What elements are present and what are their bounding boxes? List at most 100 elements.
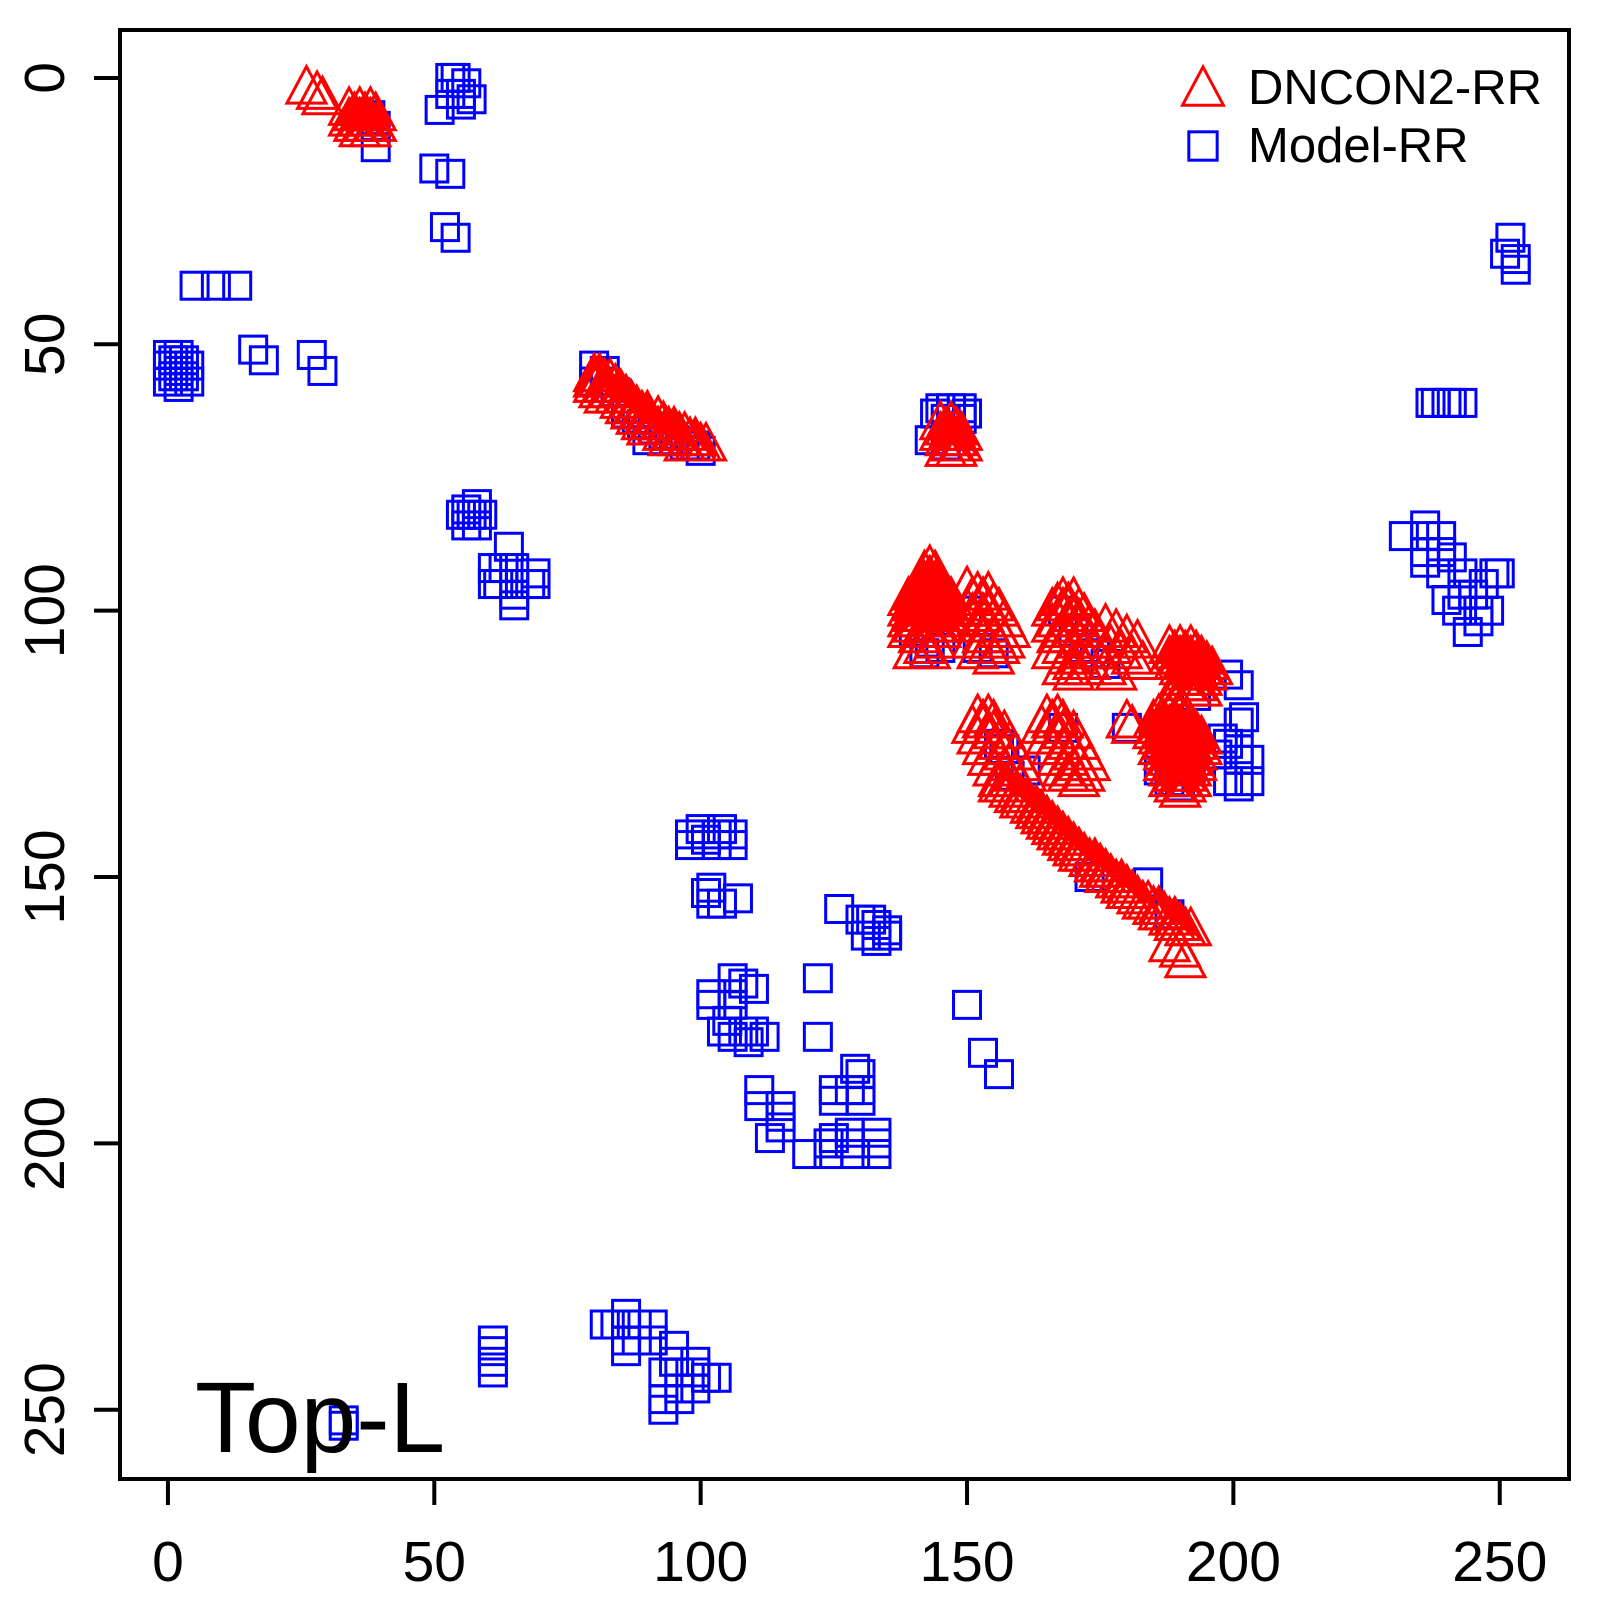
square-point [174, 366, 205, 397]
square-point [824, 893, 855, 924]
triangle-point [1040, 697, 1085, 739]
square-point [717, 830, 748, 861]
square-point [152, 350, 183, 381]
square-point [706, 814, 737, 845]
square-point [802, 1021, 833, 1052]
triangle-point [1163, 937, 1208, 979]
legend-label-model-rr: Model-RR [1248, 119, 1469, 173]
square-point [648, 1394, 679, 1425]
triangle-point [1110, 633, 1155, 675]
square-point [856, 904, 887, 935]
triangle-point [1046, 750, 1091, 792]
square-point [499, 579, 530, 610]
corner-label: Top-L [195, 1362, 445, 1474]
square-point [1463, 606, 1494, 637]
square-point [296, 339, 327, 370]
square-point [1426, 537, 1457, 568]
series-model-rr [152, 62, 1531, 1441]
triangle-point [1163, 761, 1208, 803]
triangle-point [1179, 665, 1224, 707]
triangle-point [1094, 649, 1139, 691]
square-point [451, 494, 482, 525]
square-point [861, 1128, 892, 1159]
square-point [621, 1309, 652, 1340]
square-point [1410, 521, 1441, 552]
square-point [499, 590, 530, 621]
square-point [952, 989, 983, 1020]
square-point [664, 1373, 695, 1404]
square-point [968, 1037, 999, 1068]
square-point [706, 1016, 737, 1047]
triangle-point [1174, 660, 1219, 702]
triangle-point [1094, 606, 1139, 648]
square-point [1436, 542, 1467, 573]
square-point [1410, 547, 1441, 578]
square-point [152, 366, 183, 397]
square-point [1426, 558, 1457, 589]
square-point [1426, 521, 1457, 552]
square-point [1410, 537, 1441, 568]
triangle-point [886, 606, 931, 648]
square-point [493, 531, 524, 562]
square-point [744, 1091, 775, 1122]
square-point [1229, 702, 1260, 733]
square-point [238, 334, 269, 365]
triangle-point [673, 415, 718, 457]
triangle-point [902, 622, 947, 664]
square-point [611, 1325, 642, 1356]
square-point [818, 1075, 849, 1106]
square-point [1223, 771, 1254, 802]
square-point [802, 963, 833, 994]
triangle-point [1051, 649, 1096, 691]
square-point [440, 222, 471, 253]
square-point [1447, 558, 1478, 589]
triangle-point [1126, 878, 1171, 920]
square-point [680, 1373, 711, 1404]
square-point [1468, 569, 1499, 600]
y-tick-label: 150 [13, 829, 77, 924]
square-point [728, 968, 759, 999]
triangle-point [1104, 697, 1149, 739]
square-point [717, 1021, 748, 1052]
square-point [675, 819, 706, 850]
square-point [600, 1309, 631, 1340]
triangle-point [1062, 644, 1107, 686]
triangle-point [1040, 644, 1085, 686]
y-tick-label: 0 [13, 62, 77, 94]
square-point [792, 1139, 823, 1170]
square-point [861, 1139, 892, 1170]
x-tick-label: 50 [403, 1530, 466, 1594]
plot-border [118, 28, 1571, 1481]
triangle-point [1062, 830, 1107, 872]
square-point [861, 909, 892, 940]
square-point [1447, 387, 1478, 418]
x-tick-label: 0 [152, 1530, 184, 1594]
square-point [701, 1362, 732, 1393]
y-tick-label: 100 [13, 563, 77, 658]
square-point [1388, 521, 1419, 552]
square-point [648, 1384, 679, 1415]
triangle-point [348, 106, 393, 148]
square-point [424, 94, 455, 125]
square-point [680, 1346, 711, 1377]
triangle-point [295, 68, 340, 110]
square-point [813, 1128, 844, 1159]
square-point [1490, 238, 1521, 269]
square-point [648, 1357, 679, 1388]
square-point [174, 350, 205, 381]
square-point [611, 1336, 642, 1367]
triangle-point [284, 63, 329, 105]
square-point [163, 371, 194, 402]
square-point [483, 569, 514, 600]
square-point [818, 1085, 849, 1116]
triangle-point [987, 766, 1032, 808]
square-point [451, 68, 482, 99]
square-point [861, 1117, 892, 1148]
square-point [754, 1123, 785, 1154]
square-point [429, 212, 460, 243]
square-point [1410, 510, 1441, 541]
square-point [664, 1384, 695, 1415]
triangle-point [609, 377, 654, 419]
